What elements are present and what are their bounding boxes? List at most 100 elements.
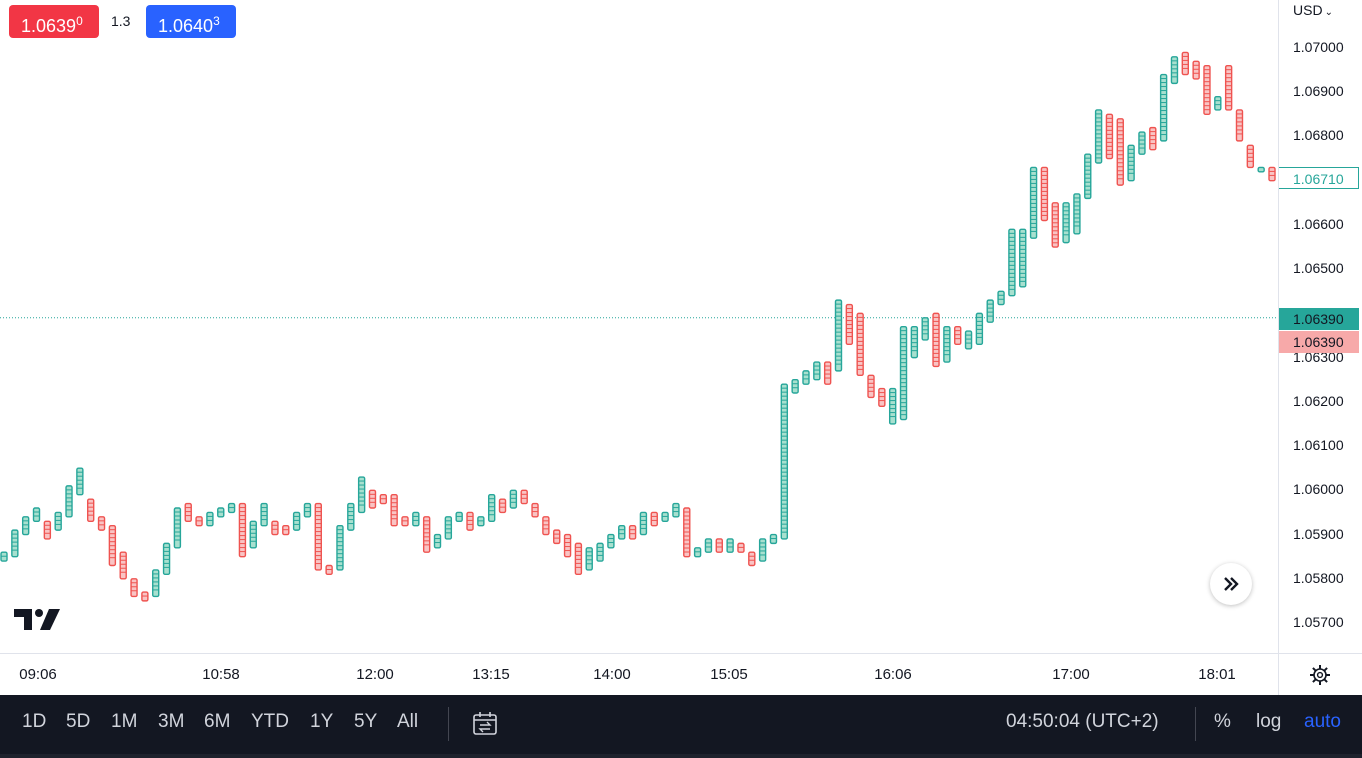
range-ytd-button[interactable]: YTD xyxy=(251,711,289,732)
price-tick-label: 1.05900 xyxy=(1293,525,1344,542)
pnf-column xyxy=(97,516,106,531)
pnf-column xyxy=(249,520,257,549)
pnf-column xyxy=(1019,228,1027,288)
pnf-column xyxy=(11,529,19,558)
pnf-column xyxy=(802,370,810,385)
time-tick-label: 18:01 xyxy=(1198,666,1236,683)
range-1m-button[interactable]: 1M xyxy=(111,711,138,732)
pnf-column xyxy=(54,511,62,531)
range-6m-button[interactable]: 6M xyxy=(204,711,231,732)
sell-button[interactable]: 1.06390 xyxy=(9,5,99,38)
scroll-to-realtime-button[interactable] xyxy=(1210,563,1252,605)
pnf-column xyxy=(715,538,723,553)
sell-price: 1.0639 xyxy=(21,16,77,36)
auto-scale-toggle[interactable]: auto xyxy=(1304,711,1341,732)
pnf-column xyxy=(336,524,344,571)
pnf-column xyxy=(1105,113,1114,160)
pnf-column xyxy=(271,520,279,536)
buy-price-pip: 3 xyxy=(213,14,220,28)
time-scale[interactable]: 09:06 10:58 12:00 13:15 14:00 15:05 16:06 17:00… xyxy=(0,653,1278,696)
pnf-column xyxy=(954,325,962,346)
pnf-column xyxy=(563,533,572,558)
chart-pane[interactable] xyxy=(0,0,1278,653)
pnf-column xyxy=(1094,109,1103,164)
toolbar-bottom-strip xyxy=(0,754,1362,758)
pnf-column xyxy=(683,507,691,558)
pnf-column xyxy=(834,299,843,372)
pnf-column xyxy=(477,516,485,527)
time-tick-label: 17:00 xyxy=(1052,666,1090,683)
pnf-column xyxy=(1008,228,1016,297)
pnf-column xyxy=(1040,166,1049,222)
pnf-column xyxy=(260,502,268,527)
range-5d-button[interactable]: 5D xyxy=(66,711,91,732)
pnf-column xyxy=(76,467,84,496)
pnf-column xyxy=(737,542,745,553)
pnf-column xyxy=(553,529,561,545)
log-scale-toggle[interactable]: log xyxy=(1256,711,1282,732)
pnf-column xyxy=(910,325,919,359)
price-scale[interactable]: USD ⌄ 1.07000 1.06900 1.06800 1.06600 1.06500… xyxy=(1278,0,1362,653)
pnf-column xyxy=(108,524,117,567)
price-tick-label: 1.06800 xyxy=(1293,127,1344,144)
pnf-column xyxy=(195,516,203,527)
range-1d-button[interactable]: 1D xyxy=(22,711,47,732)
pnf-column xyxy=(455,511,463,522)
pnf-column xyxy=(628,524,637,540)
pnf-column xyxy=(1149,126,1157,151)
pnf-column xyxy=(758,538,767,562)
pnf-column xyxy=(325,564,333,576)
price-tick-label: 1.07000 xyxy=(1293,39,1344,55)
pnf-column xyxy=(1170,56,1179,85)
pnf-column xyxy=(347,502,355,531)
gear-icon[interactable] xyxy=(1309,664,1331,686)
pnf-column xyxy=(888,387,897,425)
tradingview-logo[interactable] xyxy=(14,606,60,637)
pnf-column xyxy=(368,489,377,509)
range-1y-button[interactable]: 1Y xyxy=(310,711,334,732)
pnf-column xyxy=(1181,51,1189,76)
toolbar-divider xyxy=(448,707,449,741)
time-zone-clock[interactable]: 04:50:04 (UTC+2) xyxy=(1006,711,1159,732)
pnf-column xyxy=(661,511,669,522)
buy-button[interactable]: 1.06403 xyxy=(146,5,236,38)
last-value-label: 1.06710 xyxy=(1279,167,1359,189)
pnf-column xyxy=(704,538,713,553)
time-tick-label: 16:06 xyxy=(874,666,912,683)
bid-price-label: 1.06390 xyxy=(1279,308,1359,330)
range-5y-button[interactable]: 5Y xyxy=(354,711,378,732)
pnf-column xyxy=(65,485,73,518)
chart-settings-corner[interactable] xyxy=(1278,653,1362,696)
pnf-column xyxy=(531,502,539,518)
pnf-column xyxy=(379,494,388,505)
pnf-column xyxy=(1062,202,1070,244)
time-tick-label: 13:15 xyxy=(472,666,510,683)
currency-selector[interactable]: USD ⌄ xyxy=(1293,2,1333,18)
pnf-column xyxy=(1138,131,1146,155)
range-3m-button[interactable]: 3M xyxy=(158,711,185,732)
price-tick-label: 1.06500 xyxy=(1293,260,1344,277)
pnf-column xyxy=(444,516,453,540)
go-to-date-icon[interactable] xyxy=(472,711,498,737)
pnf-column xyxy=(43,520,52,540)
pnf-column xyxy=(1224,64,1233,111)
pnf-column xyxy=(1268,166,1276,182)
pnf-column xyxy=(823,361,832,385)
pnf-column xyxy=(21,516,30,536)
price-tick-label: 1.06600 xyxy=(1293,215,1344,232)
pnf-column xyxy=(412,511,420,527)
pnf-column xyxy=(152,569,160,598)
pnf-column xyxy=(227,502,236,514)
pnf-column xyxy=(422,516,431,553)
price-tick-label: 1.06900 xyxy=(1293,83,1344,100)
pnf-column xyxy=(726,538,734,553)
pnf-column xyxy=(932,312,940,368)
pnf-column xyxy=(964,330,973,350)
pnf-column xyxy=(769,533,778,545)
pnf-column xyxy=(672,502,680,518)
pnf-column xyxy=(466,511,474,531)
range-all-button[interactable]: All xyxy=(397,711,419,732)
percent-scale-toggle[interactable]: % xyxy=(1214,711,1231,732)
pnf-column xyxy=(173,507,182,549)
pnf-column xyxy=(238,502,247,558)
